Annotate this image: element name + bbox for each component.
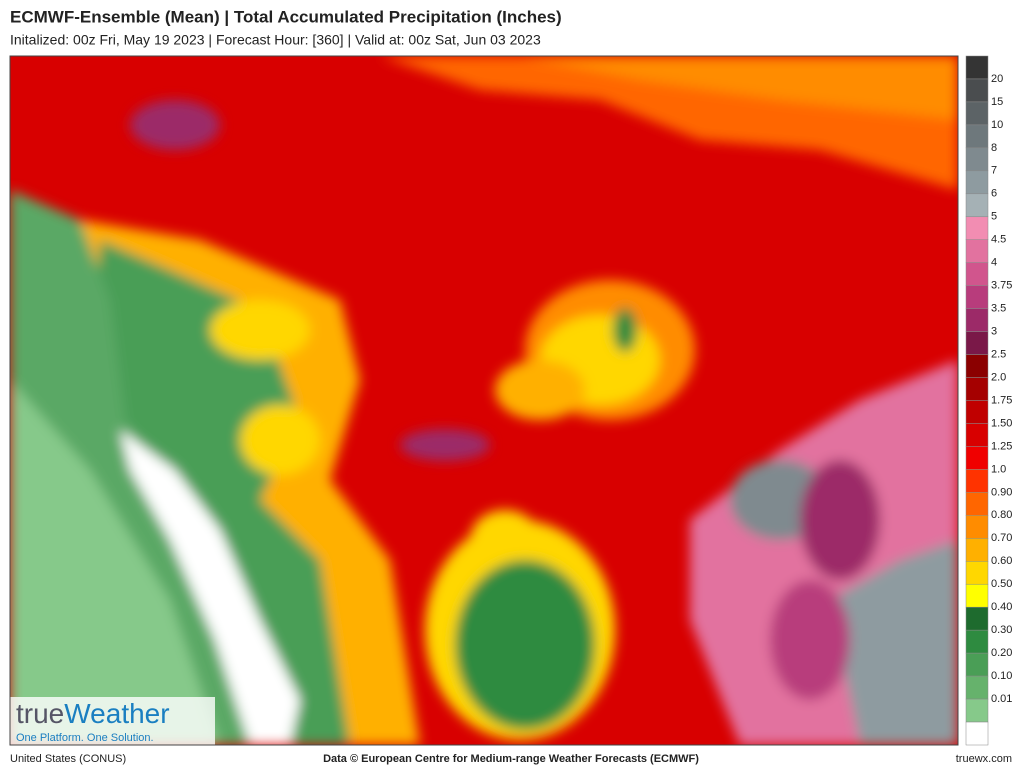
legend-swatch	[965, 721, 989, 746]
map: trueWeather One Platform. One Solution.	[10, 56, 958, 745]
legend-label: 1.0	[991, 463, 1006, 475]
legend-swatch	[965, 538, 989, 562]
legend-label: 0.60	[991, 555, 1012, 567]
legend-label: 7	[991, 165, 997, 177]
legend-swatch	[965, 492, 989, 516]
legend-swatch	[965, 239, 989, 263]
legend-label: 0.80	[991, 509, 1012, 521]
legend-swatch	[965, 124, 989, 149]
footer-region: United States (CONUS)	[10, 753, 126, 765]
legend-label: 0.20	[991, 647, 1012, 659]
legend-label: 1.75	[991, 394, 1012, 406]
legend-label: 0.01	[991, 693, 1012, 705]
title: ECMWF-Ensemble (Mean) | Total Accumulate…	[10, 7, 562, 26]
legend-swatch	[965, 78, 989, 103]
legend-swatch	[965, 147, 989, 172]
legend-label: 5	[991, 211, 997, 223]
legend-label: 6	[991, 188, 997, 200]
legend-swatch	[965, 55, 989, 80]
legend-swatch	[965, 377, 989, 401]
legend-swatch	[965, 469, 989, 493]
legend-swatch	[965, 285, 989, 309]
legend-label: 0.50	[991, 578, 1012, 590]
legend-swatch	[965, 216, 989, 240]
legend-label: 4	[991, 257, 997, 269]
logo-box	[10, 697, 215, 745]
subtitle: Initalized: 00z Fri, May 19 2023 | Forec…	[10, 32, 541, 48]
legend-label: 20	[991, 73, 1003, 85]
legend-swatch	[965, 423, 989, 447]
legend: 20 15 10 8 7 6 5 4.5 4 3.75 3.5 3 2.5 2.0 1.75 1.50 1.25…	[965, 55, 1012, 746]
legend-label: 0.40	[991, 601, 1012, 613]
legend-swatch	[965, 515, 989, 539]
logo-true: true	[16, 698, 64, 729]
legend-label: 0.70	[991, 532, 1012, 544]
legend-swatch	[965, 262, 989, 286]
legend-swatch	[965, 698, 989, 723]
legend-label: 15	[991, 96, 1003, 108]
legend-label: 2.0	[991, 371, 1006, 383]
legend-label: 3.75	[991, 280, 1012, 292]
precip-field	[10, 56, 958, 745]
legend-swatch	[965, 354, 989, 378]
legend-label: 3.5	[991, 303, 1006, 315]
logo-weather: Weather	[64, 698, 169, 729]
legend-swatch	[965, 583, 989, 608]
footer-site: truewx.com	[956, 753, 1012, 765]
legend-swatch	[965, 629, 989, 654]
legend-label: 10	[991, 119, 1003, 131]
legend-swatch	[965, 101, 989, 126]
legend-swatch	[965, 193, 989, 218]
legend-label: 0.30	[991, 624, 1012, 636]
legend-label: 0.10	[991, 670, 1012, 682]
legend-swatch	[965, 561, 989, 585]
legend-label: 1.50	[991, 417, 1012, 429]
legend-label: 3	[991, 326, 997, 338]
footer-credit: Data © European Centre for Medium-range …	[323, 753, 699, 765]
legend-swatch	[965, 652, 989, 677]
logo: trueWeather	[16, 698, 170, 729]
legend-swatch	[965, 331, 989, 355]
legend-swatch	[965, 675, 989, 700]
legend-label: 8	[991, 142, 997, 154]
map-frame	[9, 55, 959, 746]
legend-label: 2.5	[991, 348, 1006, 360]
legend-swatch	[965, 400, 989, 424]
legend-swatch	[965, 606, 989, 631]
legend-label: 4.5	[991, 234, 1006, 246]
legend-swatch	[965, 170, 989, 195]
legend-swatch	[965, 446, 989, 470]
legend-label: 0.90	[991, 486, 1012, 498]
legend-swatch	[965, 308, 989, 332]
legend-label: 1.25	[991, 440, 1012, 452]
logo-tagline: One Platform. One Solution.	[16, 732, 154, 744]
